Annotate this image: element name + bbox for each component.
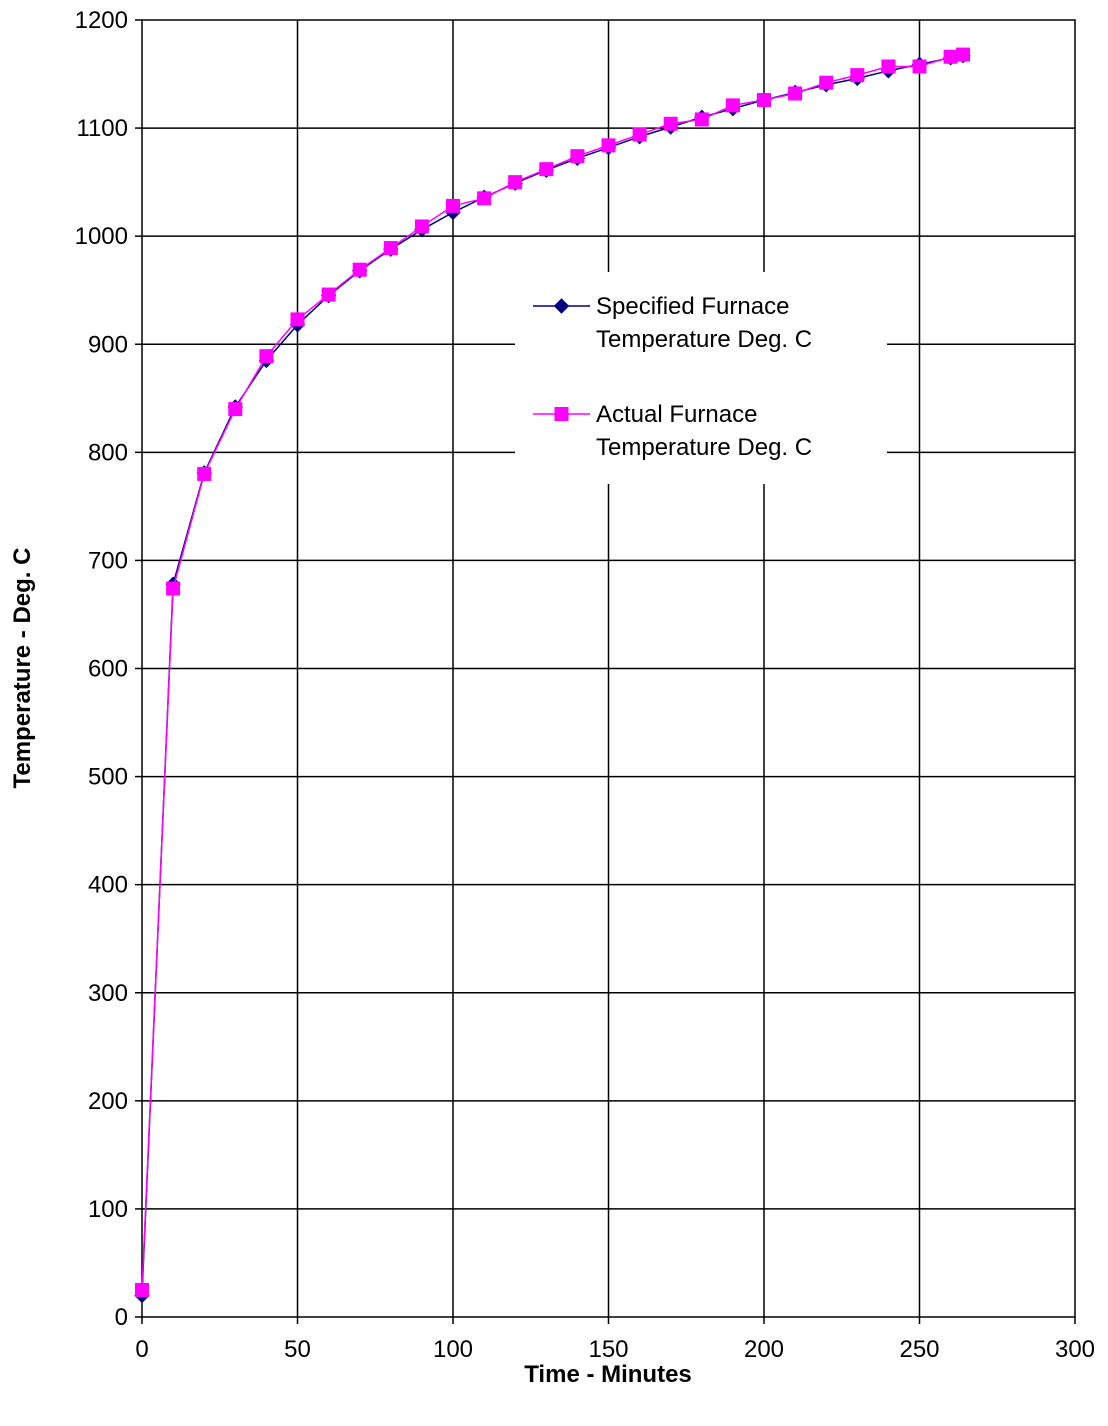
square-point [383,241,398,256]
y-tick-label: 1100 [76,115,128,142]
x-tick-label: 200 [744,1336,784,1363]
legend-label: Temperature Deg. C [596,434,812,461]
square-point [694,112,709,127]
square-point [477,191,492,206]
series-layer [134,47,971,1304]
square-point [166,581,181,596]
series-line [141,54,964,1296]
square-point [290,312,305,327]
square-point [757,92,771,107]
y-tick-label: 0 [115,1304,128,1331]
x-tick-label: 0 [135,1336,148,1363]
legend-item: Specified Furnace Temperature Deg. C [533,293,812,353]
legend-label: Specified Furnace [596,293,789,320]
legend-box [515,272,887,484]
x-tick-label: 250 [899,1336,939,1363]
x-tick-label: 100 [433,1336,473,1363]
legend-item: Actual Furnace Temperature Deg. C [533,401,812,461]
square-point [850,68,865,83]
square-point [956,47,971,62]
legend-marker [553,298,570,314]
series-actual [135,47,971,1297]
square-point [508,175,523,190]
legend-label: Temperature Deg. C [596,326,812,353]
y-tick-label: 800 [88,439,128,466]
square-point [197,466,212,481]
x-tick-label: 300 [1055,1336,1095,1363]
y-axis-title: Temperature - Deg. C [9,548,36,789]
square-point [446,198,460,213]
y-tick-label: 500 [88,764,128,791]
square-point [539,162,554,177]
square-point [819,75,834,90]
series-line [141,53,964,1291]
square-point [663,116,678,131]
y-tick-label: 100 [88,1196,128,1223]
square-point [881,59,896,74]
square-point [570,149,585,164]
y-tick-label: 400 [88,872,128,899]
y-tick-label: 200 [88,1088,128,1115]
y-tick-label: 1200 [75,7,128,34]
square-point [352,262,367,277]
square-point [228,402,243,417]
square-point [943,49,958,64]
x-tick-label: 150 [588,1336,628,1363]
square-point [601,138,616,153]
square-point [259,349,274,364]
square-point [912,59,927,74]
square-point [632,127,647,142]
tick-labels: 0100200300400500600700800900100011001200… [75,7,1095,1363]
x-axis-title: Time - Minutes [524,1361,692,1388]
y-tick-label: 1000 [75,223,128,250]
square-point [135,1282,149,1297]
y-tick-label: 900 [88,331,128,358]
square-point [321,287,336,302]
y-tick-label: 700 [88,547,128,574]
y-tick-label: 300 [88,980,128,1007]
legend-marker [554,407,569,421]
legend-label: Actual Furnace [596,401,757,428]
square-point [788,86,803,101]
square-point [725,98,740,113]
y-tick-label: 600 [88,656,128,683]
square-point [414,219,429,234]
x-tick-label: 50 [284,1336,311,1363]
